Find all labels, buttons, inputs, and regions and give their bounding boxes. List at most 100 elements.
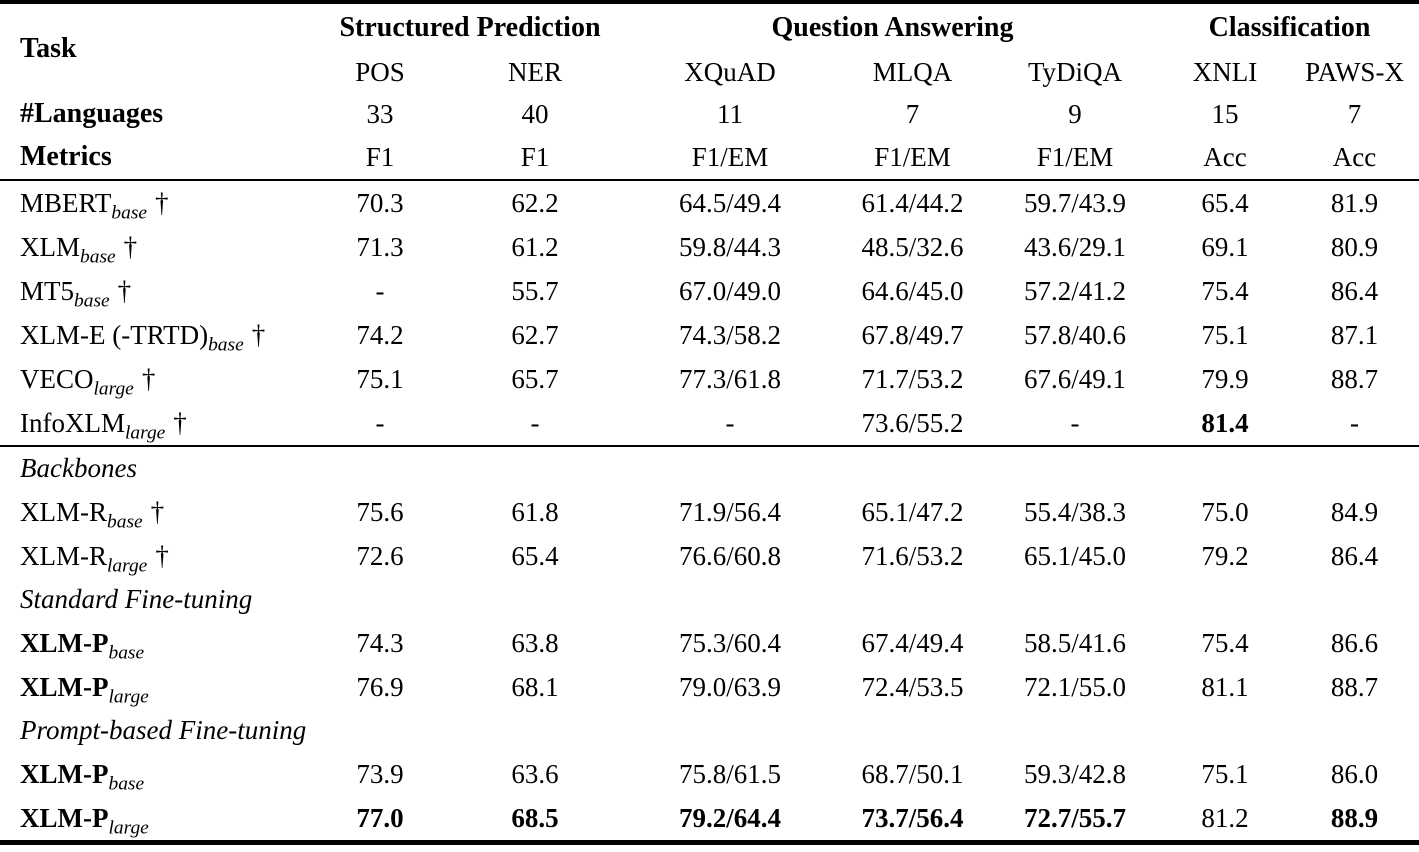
value-cell: - <box>990 401 1161 447</box>
baselines-section: MBERTbase † 70.3 62.2 64.5/49.4 61.4/44.2 59.7… <box>0 180 1419 447</box>
column-header-xquad: XQuAD <box>684 56 776 87</box>
value-cell: 75.8/61.5 <box>678 758 781 789</box>
value-cell: 59.3/42.8 <box>1024 758 1127 789</box>
value-cell: 86.6 <box>1330 627 1379 658</box>
model-size-subscript: large <box>108 685 149 707</box>
value-cell: 80.9 <box>1330 231 1379 262</box>
column-header-mlqa: MLQA <box>872 56 953 87</box>
value-cell: 75.1 <box>356 363 404 394</box>
value-cell: 88.7 <box>1330 671 1379 702</box>
value-cell: 65.1/47.2 <box>861 496 964 527</box>
value-cell: 67.4/49.4 <box>861 627 964 658</box>
metrics-cell: F1 <box>315 135 445 181</box>
model-name-cell: XLM-Pbase <box>0 752 315 796</box>
value-cell: 62.2 <box>511 187 559 218</box>
value-cell: 71.3 <box>356 231 404 262</box>
languages-cell: 9 <box>1068 98 1082 129</box>
languages-cell: 33 <box>366 98 394 129</box>
column-header-xnli: XNLI <box>1192 56 1258 87</box>
value-cell: 77.0 <box>356 802 404 833</box>
value-cell: 87.1 <box>1330 319 1379 350</box>
column-header-paws-x: PAWS-X <box>1305 56 1404 87</box>
value-cell: - <box>375 275 385 306</box>
model-name: XLM-P <box>20 627 109 658</box>
model-name: XLM <box>20 231 80 262</box>
value-cell: 67.8/49.7 <box>861 319 964 350</box>
value-cell: 61.4/44.2 <box>861 187 964 218</box>
value-cell: 86.0 <box>1330 758 1379 789</box>
value-cell: - <box>315 401 445 447</box>
section-heading-row: Prompt-based Fine-tuning <box>0 709 1419 752</box>
model-row: XLM-Pbase 73.9 63.6 75.8/61.5 68.7/50.1 59.3/… <box>0 752 1419 796</box>
value-cell: 79.0/63.9 <box>678 671 781 702</box>
value-cell: 57.8/40.6 <box>1024 319 1127 350</box>
model-name: XLM-R <box>20 496 107 527</box>
section-heading: Standard Fine-tuning <box>20 584 253 614</box>
model-row: XLMbase † 71.3 61.2 59.8/44.3 48.5/32.6 43.6/2… <box>0 225 1419 269</box>
value-cell: 61.2 <box>511 231 559 262</box>
value-cell: 57.2/41.2 <box>1024 275 1127 306</box>
model-row: XLM-Plarge 77.0 68.5 79.2/64.4 73.7/56.4 72.7… <box>0 796 1419 843</box>
model-size-subscript: base <box>80 245 116 267</box>
section-heading-row: Backbones <box>0 446 1419 490</box>
model-size-subscript: base <box>108 641 145 663</box>
value-cell: 64.5/49.4 <box>678 187 781 218</box>
task-header: Task <box>20 32 77 64</box>
section-heading-row: Standard Fine-tuning <box>0 578 1419 621</box>
model-name-cell: XLM-Rlarge † <box>0 534 315 578</box>
value-cell: 71.6/53.2 <box>861 540 964 571</box>
group-header-question-answering: Question Answering <box>771 11 1014 43</box>
value-cell: 67.6/49.1 <box>1024 363 1127 394</box>
group-header-structured-prediction: Structured Prediction <box>339 11 601 43</box>
model-row: MBERTbase † 70.3 62.2 64.5/49.4 61.4/44.2 59.7… <box>0 180 1419 225</box>
value-cell: 76.6/60.8 <box>678 540 781 571</box>
value-cell: 74.2 <box>356 319 404 350</box>
value-cell: 79.2 <box>1201 540 1249 571</box>
value-cell: - <box>1290 401 1419 447</box>
languages-label: #Languages <box>20 98 164 129</box>
dagger-icon: † <box>155 540 169 571</box>
value-cell: 75.4 <box>1201 627 1249 658</box>
model-name: MBERT <box>20 187 112 218</box>
model-row: XLM-Rbase † 75.6 61.8 71.9/56.4 65.1/47.2 55.4… <box>0 490 1419 534</box>
value-cell: 75.0 <box>1201 496 1249 527</box>
value-cell: 71.7/53.2 <box>861 363 964 394</box>
model-name: XLM-R <box>20 540 107 571</box>
value-cell: 65.4 <box>511 540 559 571</box>
column-header-pos: POS <box>355 56 405 87</box>
value-cell: 79.9 <box>1201 363 1249 394</box>
model-size-subscript: base <box>111 201 148 223</box>
value-cell: 63.8 <box>511 627 559 658</box>
value-cell: 68.7/50.1 <box>861 758 964 789</box>
column-header-ner: NER <box>508 56 562 87</box>
value-cell: 79.2/64.4 <box>678 802 781 833</box>
value-cell: 55.4/38.3 <box>1024 496 1127 527</box>
value-cell: 88.9 <box>1330 802 1379 833</box>
model-name-cell: XLM-Pbase <box>0 621 315 665</box>
model-name-cell: XLMbase † <box>0 225 315 269</box>
model-name-cell: InfoXLMlarge † <box>0 401 315 447</box>
value-cell: 72.4/53.5 <box>861 671 964 702</box>
value-cell: 59.7/43.9 <box>1024 187 1127 218</box>
value-cell: 73.6/55.2 <box>835 401 990 447</box>
group-header-classification: Classification <box>1208 11 1371 43</box>
metrics-cell: Acc <box>1290 135 1419 181</box>
model-size-subscript: base <box>74 289 110 311</box>
dagger-icon: † <box>150 496 165 527</box>
value-cell: 75.1 <box>1201 758 1249 789</box>
model-name: XLM-P <box>20 671 109 702</box>
value-cell: - <box>445 401 625 447</box>
value-cell: 86.4 <box>1330 275 1379 306</box>
value-cell: 75.4 <box>1201 275 1249 306</box>
value-cell: 70.3 <box>356 187 404 218</box>
value-cell: 68.5 <box>511 802 559 833</box>
value-cell: 63.6 <box>511 758 559 789</box>
model-size-subscript: large <box>93 377 134 399</box>
model-size-subscript: base <box>108 772 145 794</box>
dagger-icon: † <box>141 363 156 394</box>
value-cell: 68.1 <box>511 671 559 702</box>
model-row: InfoXLMlarge † - - -73.6/55.2-81.4- <box>0 401 1419 447</box>
value-cell: 72.7/55.7 <box>1024 802 1127 833</box>
value-cell: 72.6 <box>356 540 404 571</box>
